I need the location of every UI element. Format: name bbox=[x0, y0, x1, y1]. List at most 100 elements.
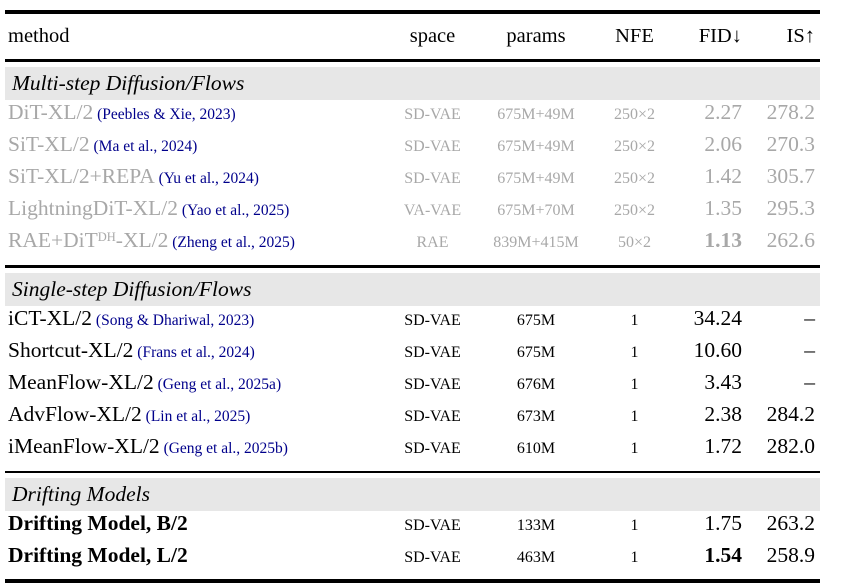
method-name: AdvFlow-XL/2 bbox=[8, 401, 142, 426]
table-header-row: method space params NFE FID↓ IS↑ bbox=[5, 14, 820, 59]
section-band: Single-step Diffusion/Flows bbox=[5, 272, 820, 306]
method-name: SiT-XL/2+REPA bbox=[8, 164, 155, 188]
cell-is: 284.2 bbox=[766, 401, 815, 426]
cell-method: Drifting Model, L/2 bbox=[5, 543, 395, 568]
cell-method: LightningDiT-XL/2 (Yao et al., 2025) bbox=[5, 196, 395, 221]
cell-nfe: 1 bbox=[630, 549, 639, 566]
table-row: MeanFlow-XL/2 (Geng et al., 2025a) SD-VAE… bbox=[5, 370, 820, 402]
cell-fid: 2.27 bbox=[704, 100, 742, 124]
cell-space: SD-VAE bbox=[404, 375, 461, 393]
method-name: SiT-XL/2 bbox=[8, 132, 90, 156]
cell-space: RAE bbox=[416, 234, 449, 251]
citation-link[interactable]: (Frans et al., 2024) bbox=[133, 343, 255, 361]
method-name: RAE+DiTDH-XL/2 bbox=[8, 228, 169, 252]
cell-is: 278.2 bbox=[766, 100, 815, 124]
citation-link[interactable]: (Yu et al., 2024) bbox=[154, 170, 259, 187]
cell-space: SD-VAE bbox=[404, 407, 461, 425]
cell-method: MeanFlow-XL/2 (Geng et al., 2025a) bbox=[5, 370, 395, 395]
cell-fid: 2.06 bbox=[704, 132, 742, 156]
cell-fid: 1.42 bbox=[704, 164, 742, 188]
cell-method: iMeanFlow-XL/2 (Geng et al., 2025b) bbox=[5, 434, 395, 459]
cell-method: SiT-XL/2 (Ma et al., 2024) bbox=[5, 132, 395, 157]
table-row: iCT-XL/2 (Song & Dhariwal, 2023) SD-VAE 67… bbox=[5, 306, 820, 338]
cell-is: 258.9 bbox=[766, 543, 815, 567]
cell-params: 675M+49M bbox=[497, 138, 575, 155]
cell-space: SD-VAE bbox=[404, 517, 461, 534]
cell-method: Drifting Model, B/2 bbox=[5, 511, 395, 536]
section-divider-rule bbox=[5, 470, 820, 473]
column-header-space: space bbox=[409, 25, 456, 47]
cell-is: 270.3 bbox=[766, 132, 815, 156]
citation-link[interactable]: (Lin et al., 2025) bbox=[141, 407, 251, 425]
table-row: Shortcut-XL/2 (Frans et al., 2024) SD-VAE… bbox=[5, 338, 820, 370]
citation-link[interactable]: (Yao et al., 2025) bbox=[178, 202, 290, 219]
cell-nfe: 250×2 bbox=[613, 106, 656, 123]
cell-params: 675M+49M bbox=[497, 106, 575, 123]
citation-link[interactable]: (Peebles & Xie, 2023) bbox=[93, 106, 236, 123]
table-row: Drifting Model, L/2 SD-VAE 463M 1 1.54 258.9 bbox=[5, 543, 820, 575]
section-band: Drifting Models bbox=[5, 478, 820, 511]
cell-is: 305.7 bbox=[766, 164, 815, 188]
table-row: RAE+DiTDH-XL/2 (Zheng et al., 2025) RAE 83… bbox=[5, 228, 820, 260]
column-header-is: IS↑ bbox=[786, 25, 815, 47]
cell-nfe: 1 bbox=[630, 311, 639, 329]
cell-fid: 1.13 bbox=[704, 228, 742, 252]
method-name: iCT-XL/2 bbox=[8, 305, 93, 330]
column-header-method: method bbox=[8, 25, 70, 47]
table-row: iMeanFlow-XL/2 (Geng et al., 2025b) SD-VA… bbox=[5, 434, 820, 466]
citation-link[interactable]: (Geng et al., 2025b) bbox=[159, 439, 288, 457]
cell-nfe: 1 bbox=[630, 439, 639, 457]
cell-nfe: 250×2 bbox=[613, 170, 656, 187]
cell-is: – bbox=[804, 337, 815, 362]
cell-params: 676M bbox=[516, 375, 556, 393]
table-bottom-rule bbox=[5, 579, 820, 583]
method-name: MeanFlow-XL/2 bbox=[8, 369, 154, 394]
method-name: LightningDiT-XL/2 bbox=[8, 196, 179, 220]
method-name: DiT-XL/2 bbox=[8, 100, 94, 124]
cell-params: 463M bbox=[516, 549, 556, 566]
cell-method: DiT-XL/2 (Peebles & Xie, 2023) bbox=[5, 100, 395, 125]
cell-fid: 1.35 bbox=[704, 196, 742, 220]
cell-nfe: 50×2 bbox=[617, 234, 652, 251]
cell-nfe: 1 bbox=[630, 407, 639, 425]
cell-params: 133M bbox=[516, 517, 556, 534]
method-name: Shortcut-XL/2 bbox=[8, 337, 134, 362]
cell-space: SD-VAE bbox=[404, 170, 461, 187]
cell-is: 282.0 bbox=[766, 433, 815, 458]
cell-is: 295.3 bbox=[766, 196, 815, 220]
cell-nfe: 1 bbox=[630, 375, 639, 393]
header-bottom-rule bbox=[5, 59, 820, 62]
cell-method: iCT-XL/2 (Song & Dhariwal, 2023) bbox=[5, 306, 395, 331]
cell-space: SD-VAE bbox=[404, 106, 461, 123]
cell-params: 675M+49M bbox=[497, 170, 575, 187]
table-row: Drifting Model, B/2 SD-VAE 133M 1 1.75 263.2 bbox=[5, 511, 820, 543]
table-row: AdvFlow-XL/2 (Lin et al., 2025) SD-VAE 673… bbox=[5, 402, 820, 434]
cell-fid: 2.38 bbox=[704, 401, 742, 426]
table-top-rule bbox=[5, 10, 820, 14]
citation-link[interactable]: (Ma et al., 2024) bbox=[89, 138, 198, 155]
cell-fid: 3.43 bbox=[704, 369, 742, 394]
cell-params: 675M+70M bbox=[497, 202, 575, 219]
section-title: Single-step Diffusion/Flows bbox=[12, 276, 252, 301]
table-row: SiT-XL/2 (Ma et al., 2024) SD-VAE 675M+49M… bbox=[5, 132, 820, 164]
cell-is: – bbox=[804, 305, 815, 330]
cell-nfe: 1 bbox=[630, 343, 639, 361]
cell-is: 263.2 bbox=[766, 511, 815, 535]
citation-link[interactable]: (Zheng et al., 2025) bbox=[168, 234, 295, 251]
column-header-fid: FID↓ bbox=[698, 25, 742, 47]
cell-space: SD-VAE bbox=[404, 439, 461, 457]
table-body: Multi-step Diffusion/Flows DiT-XL/2 (Peeb… bbox=[5, 67, 820, 575]
column-header-params: params bbox=[506, 25, 566, 47]
cell-params: 675M bbox=[516, 311, 556, 329]
table-row: LightningDiT-XL/2 (Yao et al., 2025) VA-V… bbox=[5, 196, 820, 228]
cell-params: 839M+415M bbox=[493, 234, 579, 251]
method-name: Drifting Model, L/2 bbox=[8, 543, 188, 567]
cell-fid: 1.54 bbox=[704, 543, 742, 567]
cell-params: 673M bbox=[516, 407, 556, 425]
citation-link[interactable]: (Song & Dhariwal, 2023) bbox=[92, 311, 255, 329]
cell-nfe: 250×2 bbox=[613, 138, 656, 155]
cell-method: AdvFlow-XL/2 (Lin et al., 2025) bbox=[5, 402, 395, 427]
citation-link[interactable]: (Geng et al., 2025a) bbox=[153, 375, 282, 393]
section-title: Multi-step Diffusion/Flows bbox=[12, 71, 245, 95]
results-table: method space params NFE FID↓ IS↑ Multi-step D… bbox=[5, 10, 820, 583]
